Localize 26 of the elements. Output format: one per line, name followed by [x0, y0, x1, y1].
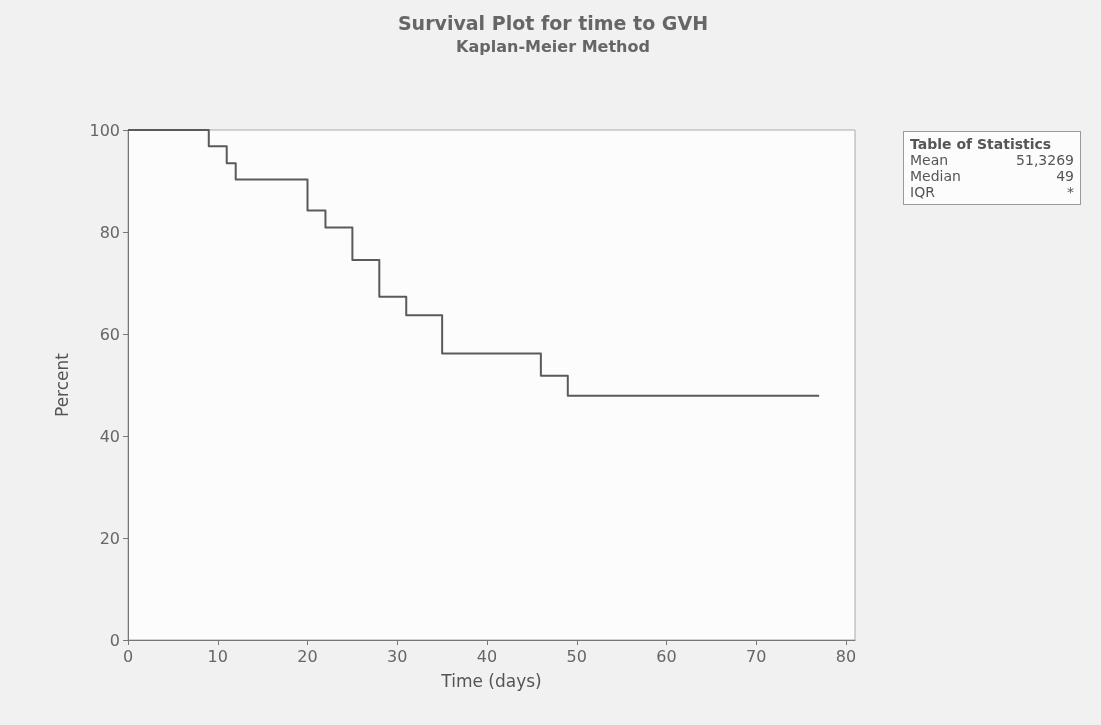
text: * — [1066, 184, 1074, 200]
chart-subtitle: Kaplan-Meier Method — [456, 36, 650, 56]
y-tick-label: 40 — [99, 426, 120, 446]
x-tick-label: 30 — [387, 646, 408, 666]
text: 51,3269 — [1016, 152, 1074, 168]
y-axis-title: Percent — [51, 352, 72, 417]
x-tick-label: 40 — [476, 646, 498, 666]
y-tick-label: 100 — [89, 120, 120, 140]
x-tick-label: 20 — [297, 646, 318, 666]
y-tick-label: 20 — [99, 528, 120, 548]
x-tick-label: 10 — [207, 646, 228, 666]
text: Mean — [910, 152, 950, 168]
text: Table of Statistics — [910, 136, 1053, 152]
y-tick-label: 0 — [109, 630, 120, 650]
y-tick-label: 60 — [99, 324, 120, 344]
x-axis-title: Time (days) — [440, 670, 542, 691]
text: Median — [910, 168, 962, 184]
chart-title: Survival Plot for time to GVH — [397, 11, 709, 34]
x-tick-label: 70 — [746, 646, 767, 666]
text: IQR — [910, 184, 936, 200]
x-tick-label: 60 — [656, 646, 677, 666]
y-tick-label: 80 — [99, 222, 120, 242]
x-tick-label: 0 — [122, 646, 134, 666]
x-tick-label: 80 — [835, 646, 857, 666]
x-tick-label: 50 — [566, 646, 587, 666]
text: 49 — [1055, 168, 1074, 184]
